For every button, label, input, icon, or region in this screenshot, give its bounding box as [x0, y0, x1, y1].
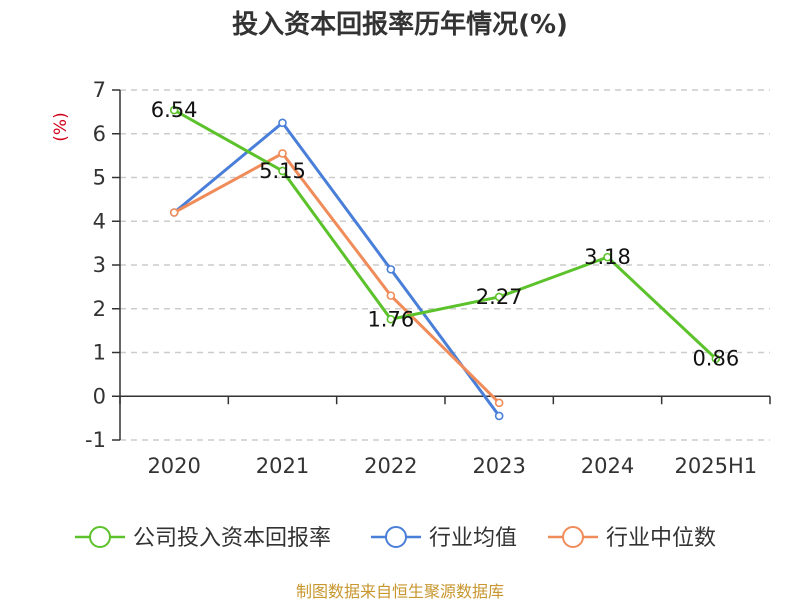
y-tick-label: 1	[93, 341, 106, 365]
data-point	[278, 149, 287, 158]
data-point	[711, 354, 721, 363]
data-label: 1.76	[367, 307, 414, 331]
chart-title: 投入资本回报率历年情况(%)	[232, 10, 568, 40]
data-point	[494, 411, 504, 421]
series-line	[173, 151, 501, 404]
legend-marker	[89, 526, 111, 548]
legend-label: 公司投入资本回报率	[133, 526, 331, 551]
data-point	[278, 166, 287, 176]
legend-label: 行业均值	[429, 526, 517, 551]
legend-marker	[562, 526, 584, 548]
data-point	[278, 118, 287, 128]
data-point	[494, 292, 504, 302]
data-label: 2.27	[476, 285, 523, 309]
y-tick-label: 0	[93, 384, 106, 408]
legend: 公司投入资本回报率 行业均值 行业中位数	[75, 526, 716, 551]
x-tick-label: 2023	[472, 454, 525, 478]
axis-layer: -1 0 1 2 3 4 5 6 7 2020 2021 2022 2023 2024 2025H1 (%)	[51, 78, 771, 478]
data-point	[603, 252, 612, 262]
x-tick-label: 2020	[147, 454, 200, 478]
series-layer	[169, 105, 721, 421]
y-tick-label: -1	[85, 428, 106, 452]
series-line	[173, 108, 717, 360]
legend-label: 行业中位数	[606, 526, 716, 551]
data-label: 0.86	[692, 347, 739, 371]
data-point	[169, 105, 179, 115]
y-tick-label: 4	[93, 209, 106, 233]
data-label: 6.54	[151, 98, 198, 122]
y-tick-label: 2	[93, 297, 106, 321]
y-tick-label: 5	[93, 166, 106, 190]
x-tick-label: 2021	[256, 454, 309, 478]
x-tick-label: 2022	[364, 454, 417, 478]
y-tick-label: 6	[93, 122, 106, 146]
data-point	[386, 314, 396, 324]
series-line	[173, 121, 501, 417]
data-point	[494, 398, 504, 408]
y-tick-label: 3	[93, 253, 106, 277]
data-point	[169, 208, 179, 217]
data-point	[386, 291, 396, 300]
y-axis-unit: (%)	[51, 112, 71, 141]
data-label-layer: 6.54 5.15 1.76 2.27 3.18 0.86	[151, 98, 739, 371]
data-point	[386, 265, 396, 274]
data-label: 5.15	[259, 159, 306, 183]
grid-layer	[120, 89, 770, 441]
x-tick-label: 2025H1	[675, 454, 758, 478]
data-label: 3.18	[584, 245, 631, 269]
data-source-note: 制图数据来自恒生聚源数据库	[295, 582, 504, 601]
x-tick-label: 2024	[581, 454, 634, 478]
legend-marker	[385, 526, 407, 548]
y-tick-label: 7	[93, 78, 106, 102]
